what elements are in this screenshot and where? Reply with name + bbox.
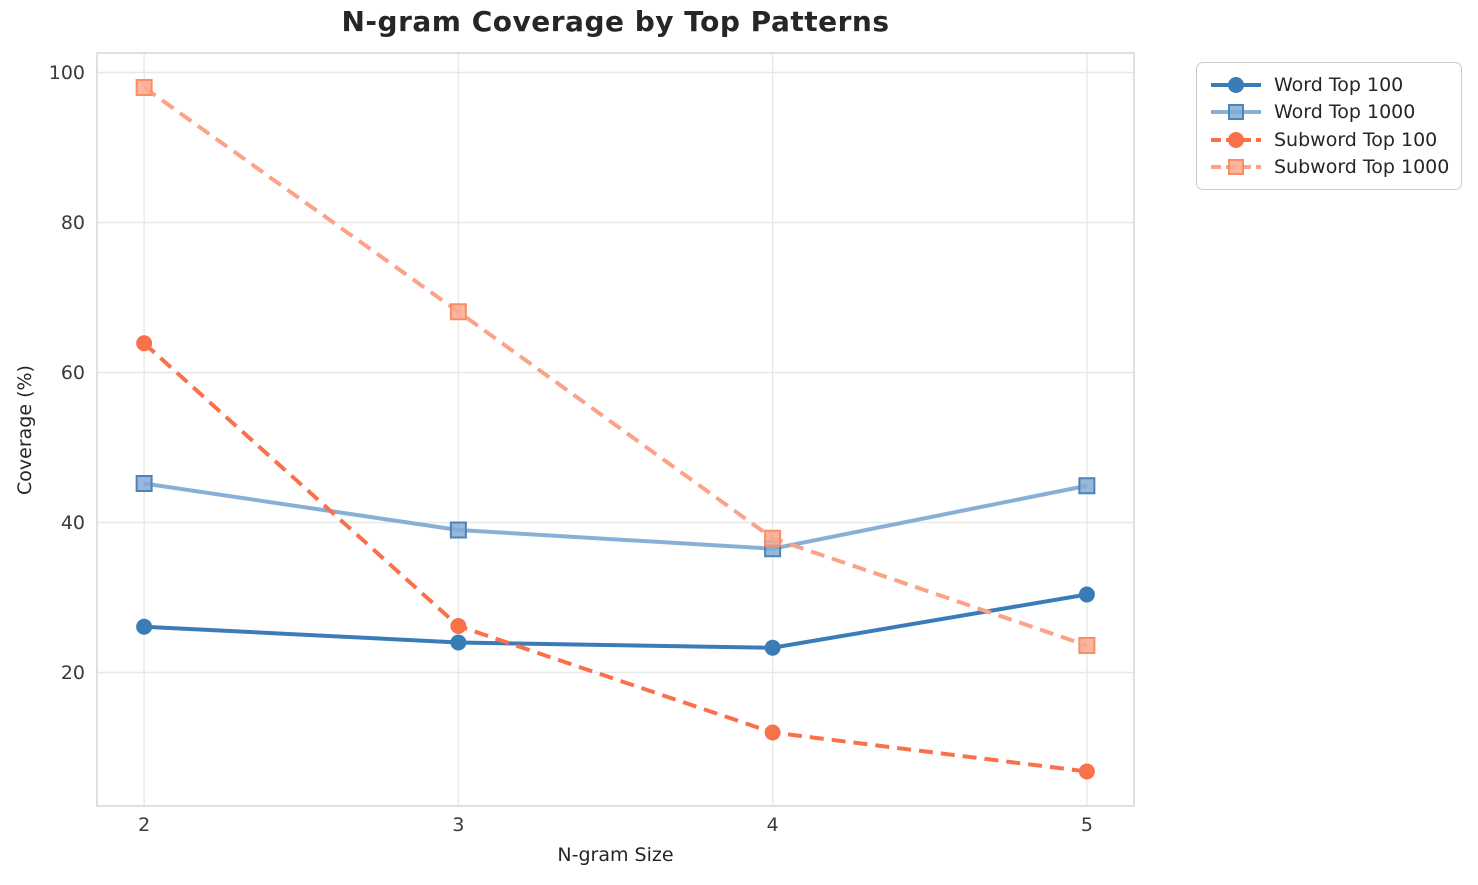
series-marker	[449, 521, 467, 539]
series-marker	[135, 79, 153, 96]
series-marker	[1078, 477, 1096, 495]
series-marker	[764, 639, 781, 656]
y-axis-label: Coverage (%)	[14, 365, 37, 495]
series-marker	[136, 618, 153, 635]
axes-box	[96, 52, 1135, 807]
series-marker	[136, 335, 153, 352]
series-marker	[135, 475, 153, 492]
legend-item: Word Top 100	[1209, 72, 1449, 98]
series-marker	[764, 529, 782, 547]
series-line-3	[142, 341, 1088, 774]
x-tick-label: 5	[1080, 814, 1093, 836]
series-line-2	[143, 481, 1088, 551]
legend-item: Word Top 1000	[1209, 99, 1449, 125]
legend-label: Word Top 1000	[1274, 101, 1416, 124]
y-tick-label: 60	[60, 361, 85, 384]
legend-label: Word Top 100	[1274, 73, 1404, 96]
solid-line-square-marker-icon	[1211, 104, 1261, 121]
x-tick-label: 2	[138, 814, 151, 836]
series-marker	[1078, 763, 1095, 780]
series-line-4	[142, 85, 1088, 648]
series-marker	[764, 724, 781, 741]
series-marker	[1078, 586, 1095, 603]
series-marker	[1078, 637, 1096, 654]
solid-line-circle-marker-icon	[1211, 76, 1261, 93]
dashed-line-circle-marker-icon	[1211, 131, 1261, 148]
x-tick-label: 4	[766, 814, 779, 836]
legend-item: Subword Top 100	[1209, 127, 1449, 153]
y-tick-label: 100	[48, 61, 85, 84]
legend: Word Top 100 Word Top 1000 Subword Top 100…	[1196, 62, 1462, 190]
legend-label: Subword Top 1000	[1274, 156, 1450, 179]
y-tick-label: 40	[60, 511, 85, 534]
chart-title: N-gram Coverage by Top Patterns	[341, 5, 890, 38]
legend-label: Subword Top 100	[1274, 128, 1438, 151]
series-marker	[450, 618, 467, 634]
y-tick-label: 20	[60, 661, 85, 684]
x-axis-label: N-gram Size	[557, 844, 674, 866]
y-tick-label: 80	[60, 211, 85, 234]
series-marker	[450, 634, 467, 651]
dashed-line-square-marker-icon	[1211, 159, 1261, 176]
series-marker	[449, 303, 467, 321]
legend-item: Subword Top 1000	[1209, 154, 1449, 180]
x-tick-label: 3	[452, 814, 465, 836]
series-line-1	[144, 592, 1088, 650]
